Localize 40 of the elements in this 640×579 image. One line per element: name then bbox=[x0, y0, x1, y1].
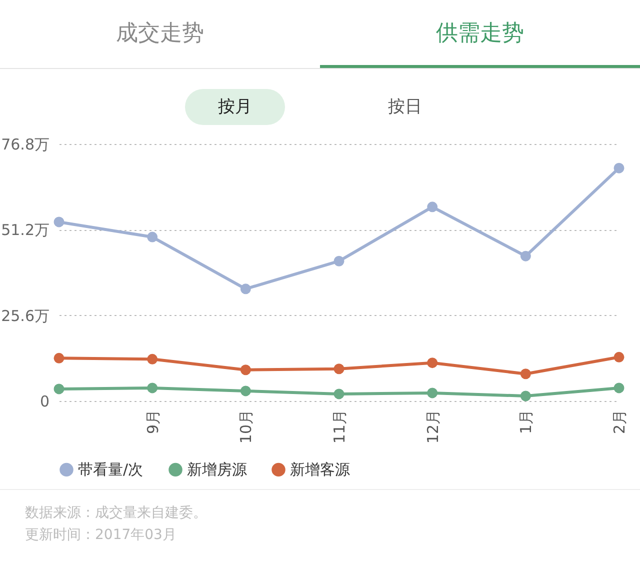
y-tick-label: 0 bbox=[40, 392, 50, 410]
source-note: 数据来源：成交量来自建委。 bbox=[25, 504, 208, 523]
point bbox=[520, 390, 531, 402]
point bbox=[147, 382, 158, 394]
point bbox=[240, 284, 251, 294]
x-tick-label: 2月 bbox=[610, 410, 628, 434]
point bbox=[427, 388, 438, 398]
text: 成交走势 bbox=[115, 20, 205, 48]
x-tick-label: 9月 bbox=[144, 410, 162, 434]
text: 供需走势 bbox=[320, 0, 640, 68]
point bbox=[614, 352, 624, 362]
text: 按月 bbox=[185, 89, 285, 125]
text: 更新时间：2017年03月 bbox=[25, 526, 178, 545]
point bbox=[54, 384, 64, 394]
y-tick-label: 25.6万 bbox=[1, 306, 50, 325]
point bbox=[520, 250, 531, 262]
point bbox=[427, 358, 438, 368]
point bbox=[54, 216, 64, 228]
x-tick-label: 10月 bbox=[237, 410, 256, 444]
y-tick-label: 76.8万 bbox=[1, 136, 50, 154]
x-tick-label: 12月 bbox=[424, 410, 442, 444]
point bbox=[334, 256, 344, 266]
point bbox=[240, 364, 251, 376]
legend-label: 新增房源 bbox=[187, 460, 247, 479]
legend-label: 带看量/次 bbox=[78, 460, 144, 479]
point bbox=[427, 202, 438, 212]
point bbox=[147, 232, 158, 242]
point bbox=[520, 368, 531, 380]
x-tick-label: 11月 bbox=[330, 410, 348, 444]
y-tick-label: 51.2万 bbox=[1, 221, 50, 240]
legend-label: 新增客源 bbox=[290, 460, 350, 479]
point bbox=[54, 352, 64, 364]
point bbox=[240, 386, 251, 396]
x-tick-label: 1月 bbox=[517, 410, 536, 434]
point bbox=[147, 354, 158, 364]
point bbox=[334, 364, 344, 374]
point bbox=[334, 388, 344, 400]
point bbox=[614, 162, 624, 174]
text: 按日 bbox=[387, 96, 423, 119]
point bbox=[614, 382, 624, 394]
